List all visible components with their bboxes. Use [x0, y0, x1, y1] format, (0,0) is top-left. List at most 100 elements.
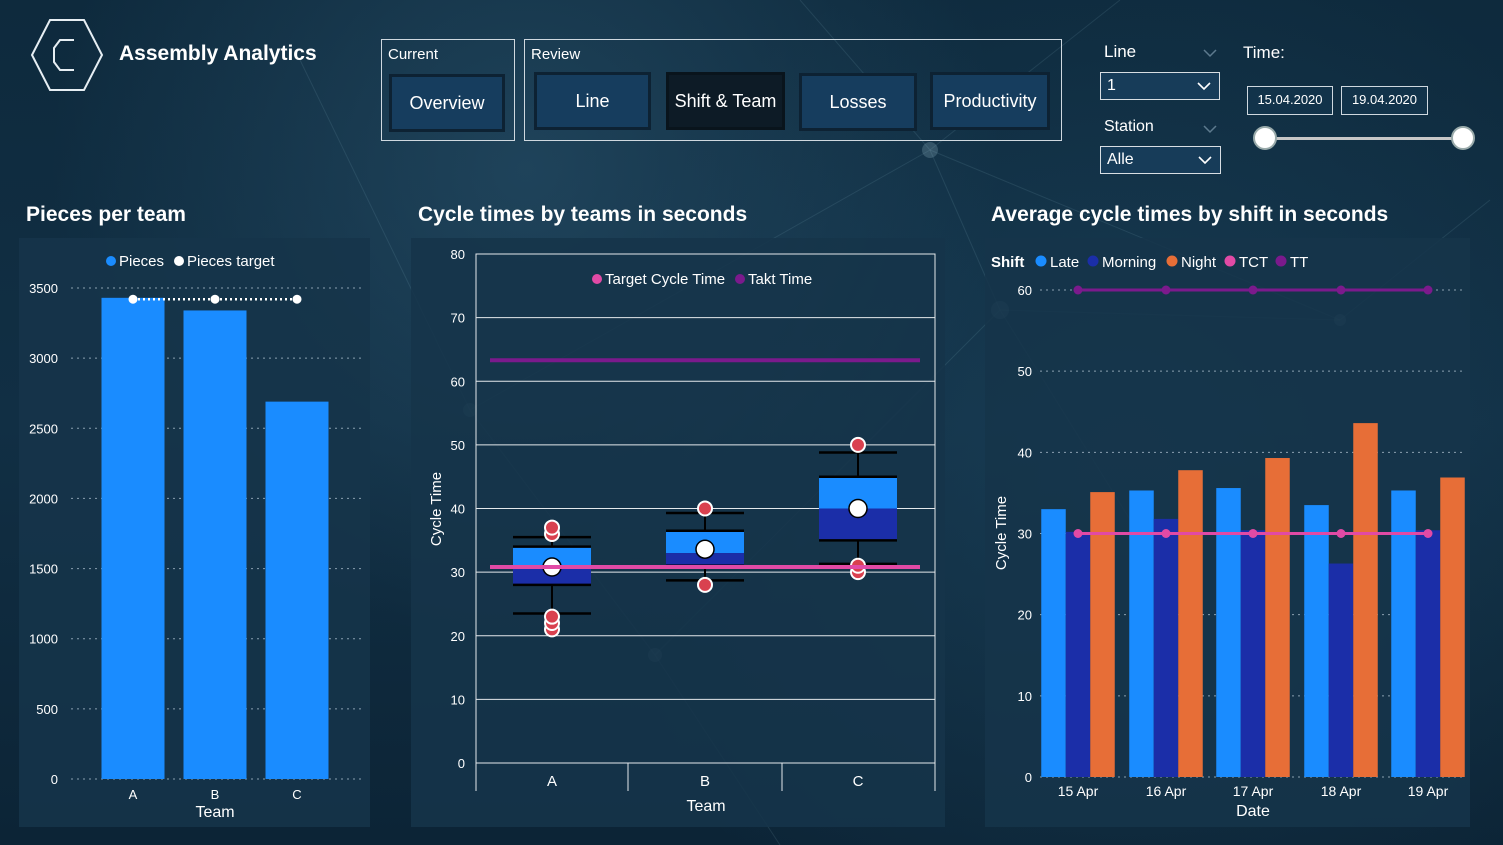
- legend-label-night: Night: [1181, 254, 1217, 271]
- review-group-label: Review: [531, 46, 581, 63]
- bar-night-18-apr: [1353, 423, 1378, 777]
- productivity-button[interactable]: Productivity: [930, 72, 1050, 130]
- point-tct-15-apr: [1073, 529, 1083, 538]
- y-tick-label: 500: [36, 702, 58, 717]
- boxplot-chart: 0 10 20 30 40 50 60 70 80 Target Cycle Time Takt T…: [428, 247, 936, 815]
- date-range-end-handle[interactable]: [1451, 126, 1475, 150]
- box-lower-team-a: [513, 568, 591, 585]
- x-tick-label: 15 Apr: [1058, 783, 1099, 799]
- outlier-team-b: [697, 576, 713, 593]
- legend-marker-night: [1166, 255, 1178, 267]
- legend-label-late: Late: [1050, 254, 1079, 271]
- app-title: Assembly Analytics: [119, 42, 317, 65]
- bar-team-b: [183, 310, 247, 779]
- outlier-team-a: [544, 519, 560, 536]
- x-axis-title: Team: [195, 804, 234, 821]
- shift-chart-panel: 0 10 20 30 40 50 60 Shift Late Morning Night TCT TT 1…: [985, 238, 1470, 827]
- app-logo: [30, 19, 104, 91]
- legend-label-tct: TCT: [1239, 254, 1268, 271]
- point-tct-18-apr: [1336, 529, 1346, 538]
- bar-night-19-apr: [1440, 477, 1465, 777]
- legend-marker-late: [1035, 255, 1047, 267]
- chevron-down-icon: [1198, 156, 1212, 165]
- current-group: [381, 39, 515, 141]
- y-tick-label: 3000: [29, 351, 58, 366]
- station-dropdown[interactable]: Alle: [1100, 146, 1221, 174]
- legend-label-target-cycle-time: Target Cycle Time: [605, 271, 725, 288]
- station-filter-label: Station: [1104, 118, 1154, 135]
- y-tick-label: 0: [458, 756, 465, 771]
- line-button[interactable]: Line: [534, 72, 651, 130]
- bar-morning-17-apr: [1240, 530, 1266, 777]
- line-filter-label: Line: [1104, 42, 1137, 61]
- legend-label-pieces-target: Pieces target: [187, 253, 275, 270]
- date-range-start-handle[interactable]: [1253, 126, 1277, 150]
- y-axis-title: Cycle Time: [993, 496, 1010, 570]
- line-dropdown[interactable]: 1: [1100, 72, 1220, 100]
- chevron-down-icon[interactable]: [1203, 124, 1217, 134]
- legend-label-takt-time: Takt Time: [748, 271, 812, 288]
- target-point-c: [292, 294, 302, 304]
- y-tick-label: 80: [451, 247, 465, 262]
- y-tick-label: 1500: [29, 562, 58, 577]
- legend-label-morning: Morning: [1102, 254, 1156, 271]
- bar-team-c: [265, 401, 329, 779]
- x-tick-label: B: [700, 773, 710, 790]
- bar-night-15-apr: [1090, 492, 1115, 777]
- y-tick-label: 20: [1018, 608, 1032, 623]
- y-tick-label: 30: [1018, 527, 1032, 542]
- date-range-track[interactable]: [1266, 137, 1464, 140]
- y-tick-label: 50: [1018, 364, 1032, 379]
- bar-late-17-apr: [1216, 488, 1241, 777]
- pieces-chart: 0 500 1000 1500 2000 2500 3000 3500 Pieces Pieces…: [29, 253, 361, 821]
- y-tick-label: 20: [451, 629, 465, 644]
- y-tick-label: 30: [451, 565, 465, 580]
- boxplot-chart-panel: 0 10 20 30 40 50 60 70 80 Target Cycle Time Takt T…: [411, 238, 945, 827]
- shift-chart: 0 10 20 30 40 50 60 Shift Late Morning Night TCT TT 1…: [991, 254, 1465, 820]
- shift-team-button[interactable]: Shift & Team: [666, 72, 785, 130]
- bar-morning-18-apr: [1328, 563, 1354, 777]
- y-tick-label: 0: [51, 772, 58, 787]
- point-tt-19-apr: [1423, 285, 1433, 295]
- point-tt-17-apr: [1248, 285, 1258, 295]
- mean-marker-team-b: [695, 539, 715, 559]
- legend-label-pieces: Pieces: [119, 253, 164, 270]
- point-tt-18-apr: [1336, 285, 1346, 295]
- losses-button[interactable]: Losses: [799, 73, 917, 131]
- bar-night-16-apr: [1178, 470, 1203, 777]
- legend-title: Shift: [991, 254, 1024, 271]
- date-from-input[interactable]: 15.04.2020: [1247, 86, 1333, 115]
- time-filter-label: Time:: [1243, 43, 1285, 62]
- point-tct-17-apr: [1248, 529, 1258, 538]
- mean-marker-team-c: [848, 498, 868, 519]
- y-tick-label: 0: [1025, 770, 1032, 785]
- y-tick-label: 60: [451, 374, 465, 389]
- chevron-down-icon[interactable]: [1203, 48, 1217, 58]
- point-tct-16-apr: [1161, 529, 1171, 538]
- x-tick-label: A: [129, 787, 138, 802]
- boxplot-chart-title: Cycle times by teams in seconds: [418, 203, 748, 226]
- point-tt-15-apr: [1073, 285, 1083, 295]
- bar-morning-15-apr: [1065, 531, 1091, 777]
- outlier-team-c: [850, 436, 866, 453]
- bar-late-19-apr: [1391, 490, 1416, 777]
- chevron-down-icon: [1197, 82, 1211, 91]
- legend-marker-pieces-target: [174, 256, 184, 266]
- point-tct-19-apr: [1423, 529, 1433, 538]
- y-tick-label: 10: [451, 692, 465, 707]
- y-tick-label: 60: [1018, 283, 1032, 298]
- overview-button[interactable]: Overview: [389, 74, 505, 132]
- x-axis-title: Team: [686, 798, 725, 815]
- bar-team-a: [101, 297, 165, 779]
- point-tt-16-apr: [1161, 285, 1171, 295]
- legend-marker-tct: [1224, 255, 1236, 267]
- date-to-input[interactable]: 19.04.2020: [1341, 86, 1428, 115]
- legend-marker-takt-time: [735, 274, 745, 284]
- y-tick-label: 40: [1018, 445, 1032, 460]
- y-tick-label: 50: [451, 438, 465, 453]
- y-tick-label: 70: [451, 311, 465, 326]
- x-tick-label: C: [853, 773, 864, 790]
- bar-late-15-apr: [1041, 509, 1066, 777]
- legend-marker-pieces: [106, 256, 116, 266]
- current-group-label: Current: [388, 46, 439, 63]
